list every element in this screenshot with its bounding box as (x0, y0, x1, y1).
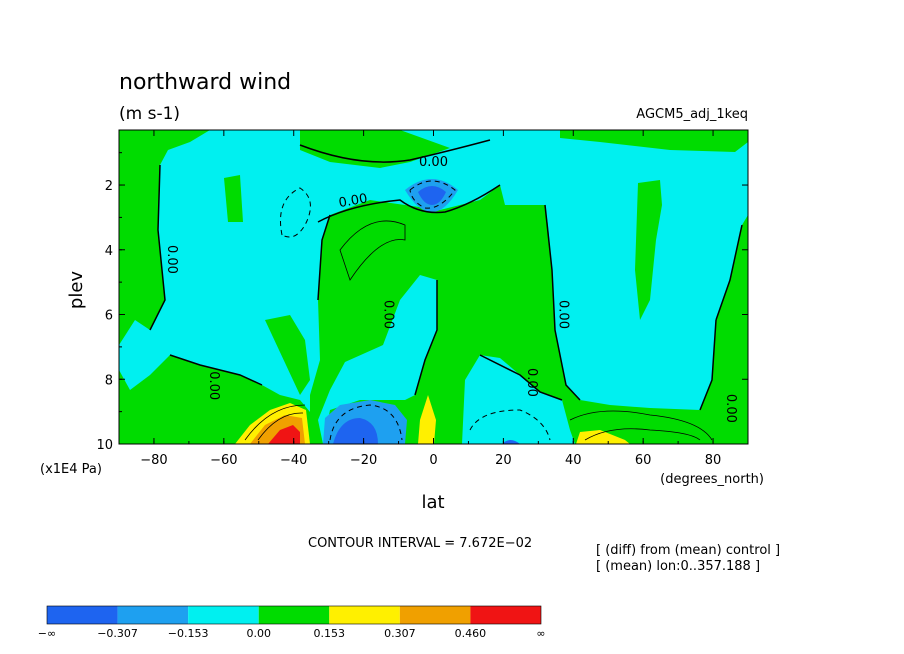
green-region-left-blob (224, 175, 243, 222)
colorbar-label: 0.307 (384, 627, 416, 640)
colorbar-swatch (188, 606, 259, 624)
negative-contour-lines (280, 180, 551, 441)
x-tick-label: 60 (635, 453, 652, 468)
note-diff: [ (diff) from (mean) control ] (596, 543, 780, 558)
positive-contour-lines (244, 220, 713, 441)
contour-value-label: 0.00 (338, 191, 369, 211)
colorbar-label: 0.00 (246, 627, 271, 640)
colorbar-swatch (329, 606, 400, 624)
blue-region-bottom-right-spot (502, 440, 520, 444)
colorbar-label: −∞ (38, 627, 56, 640)
colorbar-swatch (117, 606, 189, 624)
green-region-top (300, 130, 450, 168)
contour-value-label: 0.00 (419, 155, 448, 170)
colorbar-label: −0.307 (97, 627, 138, 640)
plot-area: 0.00 0.00 0.00 0.00 0.00 0.00 0.00 0.00 (119, 130, 748, 444)
contour-value-label: 0.00 (381, 300, 396, 329)
x-axis-label: lat (421, 492, 444, 513)
contour-labels: 0.00 0.00 0.00 0.00 0.00 0.00 0.00 0.00 (164, 155, 738, 423)
x-tick-label: 80 (705, 453, 722, 468)
contour-value-label: 0.00 (164, 245, 179, 274)
colorbar-swatch (399, 606, 471, 624)
note-mean: [ (mean) lon:0..357.188 ] (596, 559, 760, 574)
chart-units: (m s-1) (119, 104, 180, 124)
colorbar-frame (46, 605, 542, 625)
blue-region-top-core (418, 186, 446, 205)
green-region-left-column (119, 130, 210, 345)
x-tick-label: −40 (280, 453, 307, 468)
blue-region-bottom-core (333, 418, 378, 444)
colorbar-swatch (47, 606, 118, 624)
cyan-region-bottom-right (462, 355, 575, 444)
y-tick-label: 2 (105, 179, 113, 194)
green-region-top-right (560, 130, 748, 152)
x-tick-label: 20 (495, 453, 512, 468)
colorbar-swatch (258, 606, 330, 624)
contour-value-label: 0.00 (555, 300, 570, 329)
red-region-bottom-left (268, 425, 300, 444)
colorbar-label: 0.460 (455, 627, 487, 640)
y-axis-unit: (x1E4 Pa) (40, 462, 102, 477)
y-axis-ticks: 2 4 6 8 10 (96, 152, 748, 453)
yellow-region-bottom-right (576, 430, 630, 444)
colorbar-label: −0.153 (168, 627, 209, 640)
colorbar: −∞ −0.307 −0.153 0.00 0.153 0.307 0.460 ∞ (38, 605, 546, 640)
green-region-right-blob (635, 180, 662, 320)
x-tick-label: −80 (140, 453, 167, 468)
y-axis-label: plev (66, 271, 87, 310)
contour-interval-label: CONTOUR INTERVAL = 7.672E−02 (308, 536, 532, 551)
contour-value-label: 0.00 (206, 371, 221, 400)
x-axis-ticks: −80 −60 −40 −20 0 20 40 60 80 (118, 130, 749, 468)
x-tick-label: 40 (565, 453, 582, 468)
y-tick-label: 10 (96, 438, 113, 453)
x-tick-label: −60 (210, 453, 237, 468)
cyan-region-center (318, 275, 437, 444)
x-axis-unit: (degrees_north) (660, 472, 764, 487)
y-tick-label: 4 (105, 244, 113, 259)
chart-title: northward wind (119, 70, 291, 95)
contour-value-label: 0.00 (524, 368, 539, 397)
y-tick-label: 6 (105, 309, 113, 324)
green-region-mid-left (265, 315, 310, 395)
x-tick-label: 0 (429, 453, 437, 468)
colorbar-label: ∞ (536, 627, 545, 640)
colorbar-label: 0.153 (314, 627, 346, 640)
colorbar-swatch (470, 606, 541, 624)
yellow-region-bottom-center (418, 395, 436, 444)
y-tick-label: 8 (105, 373, 113, 388)
dataset-label: AGCM5_adj_1keq (636, 107, 748, 122)
x-tick-label: −20 (350, 453, 377, 468)
zero-contour-lines (149, 139, 743, 411)
contour-value-label: 0.00 (723, 394, 738, 423)
